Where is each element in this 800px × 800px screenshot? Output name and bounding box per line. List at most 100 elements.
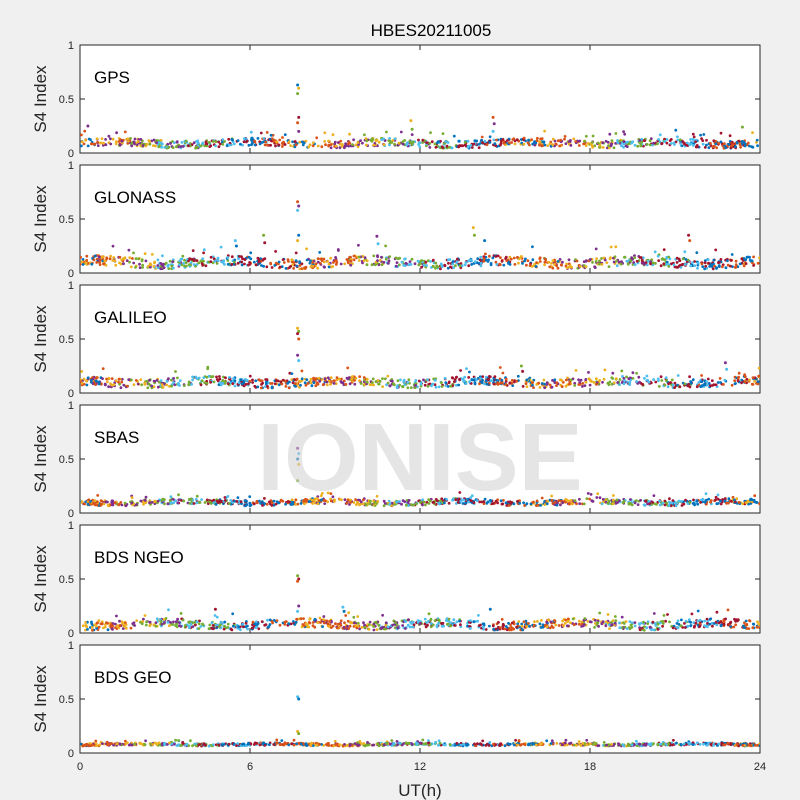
data-point xyxy=(244,378,247,381)
data-point xyxy=(168,384,171,388)
data-point xyxy=(140,622,144,626)
data-point xyxy=(300,369,304,373)
data-point xyxy=(667,500,671,504)
data-point xyxy=(716,493,720,497)
data-point xyxy=(120,377,124,381)
data-point xyxy=(80,144,83,148)
data-point xyxy=(641,259,644,263)
data-point xyxy=(346,619,350,623)
data-point xyxy=(563,137,566,141)
data-point xyxy=(667,255,671,259)
data-point xyxy=(144,259,148,263)
data-point xyxy=(380,138,383,142)
data-point xyxy=(454,375,458,379)
data-point xyxy=(110,627,114,631)
data-point xyxy=(80,255,82,259)
data-point xyxy=(218,625,221,629)
data-point xyxy=(444,381,448,385)
data-point xyxy=(397,141,401,145)
data-point xyxy=(320,257,323,261)
data-point xyxy=(136,382,140,386)
data-point xyxy=(422,500,426,504)
data-point xyxy=(327,262,331,266)
data-point xyxy=(586,620,590,623)
data-point xyxy=(404,261,408,265)
data-point xyxy=(401,624,404,627)
data-point xyxy=(178,263,181,267)
data-point xyxy=(303,502,306,506)
data-point xyxy=(642,628,646,632)
data-point xyxy=(452,134,456,138)
data-point xyxy=(569,139,572,142)
data-point xyxy=(656,628,660,631)
data-point xyxy=(348,376,351,379)
data-point xyxy=(318,380,322,383)
data-point xyxy=(699,133,702,137)
data-point xyxy=(652,141,655,145)
data-point xyxy=(400,260,404,264)
data-point xyxy=(658,621,662,625)
data-point xyxy=(709,141,712,145)
data-point xyxy=(560,385,564,388)
data-point xyxy=(469,382,473,385)
data-point xyxy=(410,133,414,137)
data-point xyxy=(323,131,327,135)
data-point xyxy=(577,378,580,382)
data-point xyxy=(467,376,471,379)
data-point xyxy=(623,379,626,383)
data-point xyxy=(676,138,680,142)
data-point xyxy=(683,263,687,266)
data-point xyxy=(594,247,598,251)
data-point xyxy=(314,262,318,266)
data-point xyxy=(95,137,99,141)
data-point xyxy=(200,498,204,501)
data-point xyxy=(352,615,356,619)
data-point xyxy=(602,377,606,381)
data-point xyxy=(418,622,422,626)
data-point xyxy=(365,139,369,143)
data-point xyxy=(118,624,122,627)
spike-point xyxy=(296,353,300,357)
data-point xyxy=(567,265,571,269)
data-point xyxy=(177,381,180,385)
data-point xyxy=(408,260,412,263)
data-point xyxy=(96,494,100,497)
data-point xyxy=(299,617,303,621)
data-point xyxy=(384,257,388,261)
data-point xyxy=(327,379,331,383)
data-point xyxy=(174,624,178,628)
data-point xyxy=(521,385,525,388)
data-point xyxy=(247,255,251,259)
data-point xyxy=(169,142,172,145)
data-point xyxy=(421,138,425,142)
spike-point xyxy=(297,86,301,90)
data-point xyxy=(526,141,530,145)
data-point xyxy=(638,139,642,142)
data-point xyxy=(635,739,638,743)
data-point xyxy=(439,139,442,143)
data-point xyxy=(750,259,754,263)
data-point xyxy=(401,385,405,389)
data-point xyxy=(412,623,416,627)
data-point xyxy=(156,499,160,503)
data-point xyxy=(266,618,269,622)
data-point xyxy=(508,255,512,259)
data-point xyxy=(275,619,279,622)
data-point xyxy=(102,502,106,506)
data-point xyxy=(538,256,542,260)
data-point xyxy=(600,263,604,266)
data-point xyxy=(623,132,627,136)
data-point xyxy=(737,501,741,504)
data-point xyxy=(298,267,302,271)
data-point xyxy=(730,383,734,387)
data-point xyxy=(447,261,450,265)
data-point xyxy=(488,141,492,144)
data-point xyxy=(206,365,210,369)
data-point xyxy=(152,385,156,389)
data-point xyxy=(732,625,736,629)
data-point xyxy=(616,381,620,384)
data-point xyxy=(478,382,481,386)
data-point xyxy=(617,260,621,264)
data-point xyxy=(598,143,602,147)
